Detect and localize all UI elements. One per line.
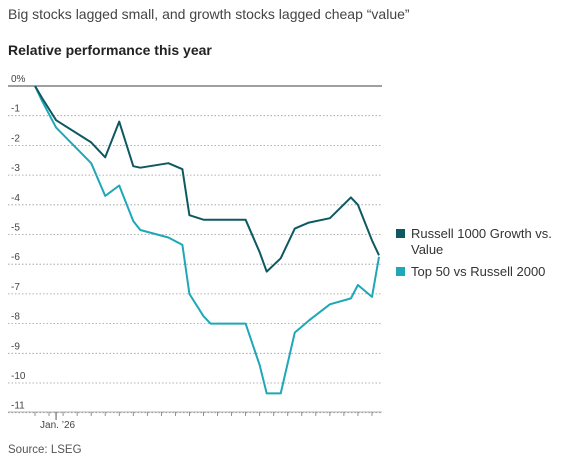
y-tick-label: -5	[11, 223, 20, 234]
y-tick-labels: 0% -1 -2 -3 -4 -5 -6 -7 -8 -9 -10 -11	[11, 74, 26, 412]
source-note: Source: LSEG	[8, 444, 82, 456]
legend-label: Russell 1000 Growth vs. Value	[411, 226, 552, 257]
y-tick-label: -7	[11, 282, 20, 293]
legend: Russell 1000 Growth vs. Value Top 50 vs …	[396, 226, 561, 286]
series-line-0	[34, 85, 380, 273]
y-tick-label: -4	[11, 193, 20, 204]
y-tick-label: -1	[11, 104, 20, 115]
x-tick-label: Jan. ’26	[40, 420, 75, 431]
y-tick-label: -2	[11, 133, 20, 144]
chart-subtitle: Relative performance this year	[8, 42, 212, 58]
series-lines	[34, 85, 380, 395]
series-line-1	[34, 85, 380, 395]
y-tick-label: -8	[11, 312, 20, 323]
y-tick-label: -10	[11, 371, 26, 382]
y-tick-label: -3	[11, 163, 20, 174]
x-axis: Jan. ’26	[8, 411, 382, 431]
legend-item-top50-vs-russell2000: Top 50 vs Russell 2000	[396, 264, 561, 280]
y-tick-label: 0%	[11, 74, 26, 85]
legend-label: Top 50 vs Russell 2000	[411, 264, 546, 279]
y-tick-label: -6	[11, 252, 20, 263]
legend-item-growth-vs-value: Russell 1000 Growth vs. Value	[396, 226, 561, 258]
y-tick-label: -11	[11, 401, 25, 412]
y-tick-label: -9	[11, 341, 20, 352]
gridlines	[8, 85, 382, 414]
chart-title: Big stocks lagged small, and growth stoc…	[8, 6, 410, 22]
legend-swatch	[396, 267, 405, 276]
legend-swatch	[396, 229, 405, 238]
